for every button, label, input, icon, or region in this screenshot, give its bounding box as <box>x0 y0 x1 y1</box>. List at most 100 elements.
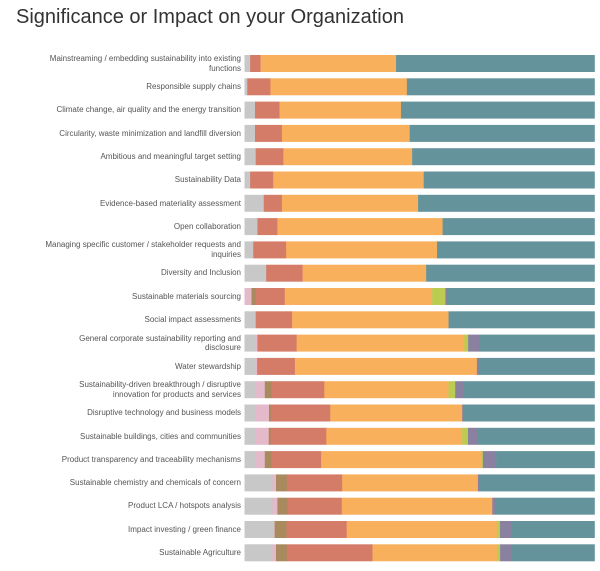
bar-segment <box>446 288 595 305</box>
bar-segment <box>423 171 595 189</box>
category-label: Sustainable chemistry and chemicals of c… <box>0 473 241 493</box>
category-label: Mainstreaming / embedding sustainability… <box>0 54 241 74</box>
bar-segment <box>477 474 480 492</box>
bar-segment <box>244 171 251 189</box>
category-label: Impact investing / green finance <box>0 520 241 540</box>
bar-segment <box>330 404 463 422</box>
bar-segment <box>271 451 322 469</box>
bar-segment <box>409 124 595 142</box>
category-label-text: Impact investing / green finance <box>128 524 241 534</box>
bar-segment <box>479 334 595 352</box>
category-label: Water stewardship <box>0 356 241 376</box>
bar-segment <box>321 451 482 469</box>
bar-segment <box>396 55 595 72</box>
bar-segment <box>284 288 433 305</box>
bar-segment <box>326 427 463 445</box>
bar-segment <box>464 334 469 352</box>
category-label-text: Sustainable chemistry and chemicals of c… <box>69 478 241 488</box>
bar-segment <box>342 474 479 492</box>
chart-title: Significance or Impact on your Organizat… <box>16 6 404 28</box>
bar-segment <box>324 381 449 399</box>
bar-segment <box>266 264 303 282</box>
bar-segment <box>277 497 288 515</box>
bar-segment <box>247 78 271 96</box>
bar-segment <box>264 451 272 469</box>
bar-segment <box>250 55 261 72</box>
category-label: Social impact assessments <box>0 310 241 330</box>
bar-segment <box>496 544 501 562</box>
bar-segment <box>481 451 484 469</box>
bar-segment <box>257 218 278 236</box>
bar-segment <box>468 334 480 352</box>
bar-segment <box>244 194 265 212</box>
bar-segment <box>277 218 443 236</box>
bar-segment <box>244 311 256 329</box>
bar-segment <box>372 544 498 562</box>
bar-segment <box>437 241 595 259</box>
category-label: Responsible supply chains <box>0 77 241 97</box>
bar-segment <box>442 218 595 236</box>
bar-segment <box>432 288 446 305</box>
bar-segment <box>244 521 274 538</box>
category-label: Ambitious and meaningful target setting <box>0 147 241 167</box>
category-label: Managing specific customer / stakeholder… <box>0 240 241 260</box>
bar-segment <box>462 427 469 445</box>
bar-segment <box>255 124 283 142</box>
bar-segment <box>294 357 478 375</box>
bar-segment <box>286 241 438 259</box>
bar-segment <box>273 171 424 189</box>
category-label-text: Evidence-based materiality assessment <box>100 198 241 208</box>
bar-segment <box>476 357 479 375</box>
bar-segment <box>492 497 496 515</box>
bar-segment <box>346 521 498 538</box>
bar-segment <box>244 404 256 422</box>
bar-segment <box>496 521 501 538</box>
bar-segment <box>260 55 397 72</box>
bar-segment <box>279 101 402 119</box>
bar-segment <box>244 357 256 375</box>
bar-segment <box>244 427 256 445</box>
category-label-text: General corporate sustainability reporti… <box>79 333 241 353</box>
category-label-text: Product LCA / hotspots analysis <box>128 501 241 511</box>
category-label: Sustainability-driven breakthrough / dis… <box>0 380 241 400</box>
category-label: Diversity and Inclusion <box>0 263 241 283</box>
bar-segment <box>412 148 595 166</box>
bar-segment <box>244 288 252 305</box>
bar-segment <box>477 427 595 445</box>
bar-segment <box>244 474 273 492</box>
category-label-text: Mainstreaming / embedding sustainability… <box>49 54 241 73</box>
bar-segment <box>255 381 266 399</box>
bar-segment <box>264 381 272 399</box>
bar-segment <box>244 497 273 515</box>
bar-segment <box>276 474 288 492</box>
bar-segment <box>496 451 595 469</box>
category-label-text: Sustainable Agriculture <box>159 548 241 558</box>
category-label: Product transparency and traceability me… <box>0 450 241 470</box>
category-label: Open collaboration <box>0 217 241 237</box>
bar-segment <box>281 124 410 142</box>
bar-segment <box>478 357 595 375</box>
bar-segment <box>455 381 465 399</box>
bar-segment <box>270 404 331 422</box>
bar-segment <box>272 544 277 562</box>
category-label-text: Ambitious and meaningful target setting <box>100 151 241 161</box>
bar-segment <box>255 101 280 119</box>
category-label-text: Sustainability-driven breakthrough / dis… <box>79 380 241 399</box>
category-label-text: Social impact assessments <box>144 315 241 325</box>
bar-segment <box>244 101 256 119</box>
bar-segment <box>255 311 293 329</box>
bar-segment <box>263 194 283 212</box>
bar-segment <box>287 497 343 515</box>
bar-segment <box>426 264 595 282</box>
bar-segment <box>255 334 258 352</box>
category-label-text: Sustainable materials sourcing <box>132 291 241 301</box>
bar-segment <box>479 474 595 492</box>
bar-segment <box>292 311 449 329</box>
category-label: Sustainable buildings, cities and commun… <box>0 426 241 446</box>
bar-segment <box>445 288 448 305</box>
category-label: Climate change, air quality and the ener… <box>0 100 241 120</box>
category-label-text: Water stewardship <box>175 361 241 371</box>
category-label-text: Sustainability Data <box>174 175 241 185</box>
bar-segment <box>253 241 287 259</box>
